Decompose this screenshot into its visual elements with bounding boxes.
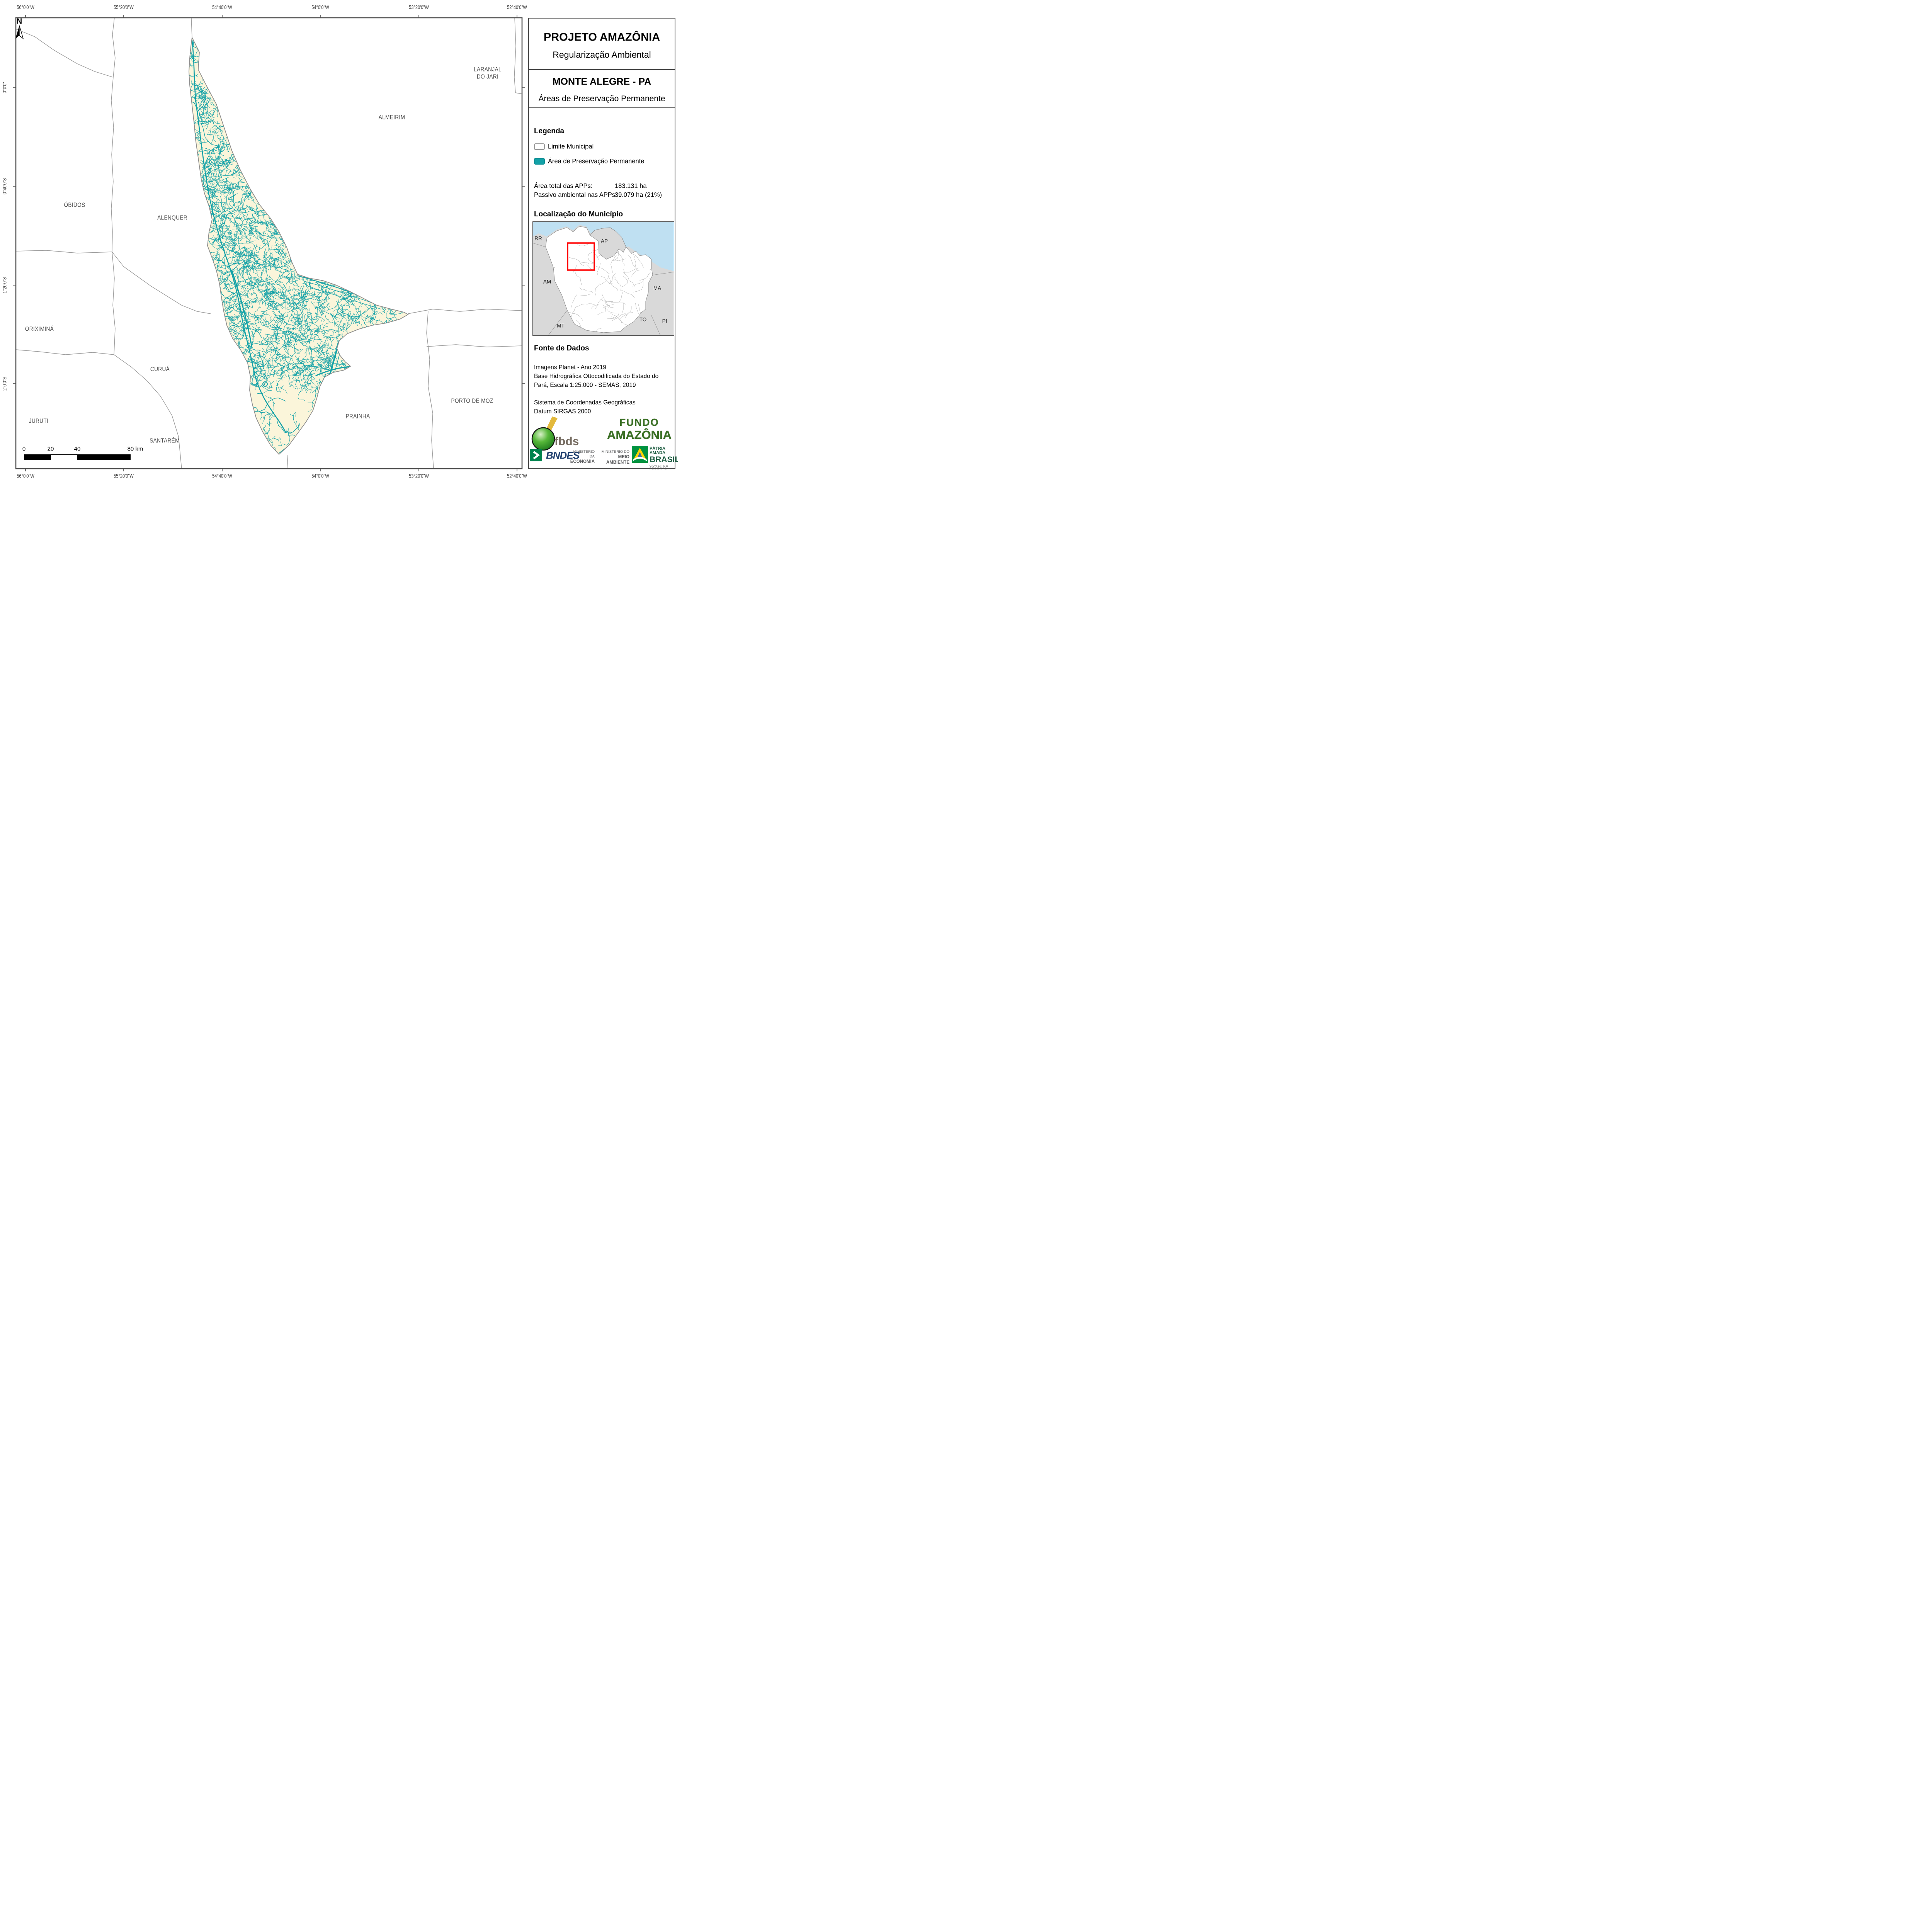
municipality-label: JURUTI bbox=[29, 418, 49, 425]
location-heading: Localização do Município bbox=[534, 210, 623, 218]
amapa-state-shape bbox=[590, 227, 626, 260]
data-source-heading: Fonte de Dados bbox=[534, 344, 589, 352]
fbds-logo-icon bbox=[531, 417, 558, 451]
x-axis-label: 56°0'0"W bbox=[17, 473, 34, 479]
source-line: Imagens Planet - Ano 2019 bbox=[534, 364, 606, 371]
x-axis-label: 54°40'0"W bbox=[212, 473, 232, 479]
separator bbox=[529, 107, 675, 108]
x-axis-label: 52°40'0"W bbox=[507, 473, 527, 479]
legend-label-app: Área de Preservação Permanente bbox=[548, 158, 645, 165]
patria-amada-text: PÁTRIA AMADA BRASIL GOVERNO FEDERAL bbox=[650, 446, 678, 471]
ministry-economy-logo: MINISTÉRIO DA ECONOMIA bbox=[570, 450, 595, 464]
app-liability-label: Passivo ambiental nas APPs: bbox=[534, 191, 617, 199]
info-panel: PROJETO AMAZÔNIA Regularização Ambiental… bbox=[528, 18, 678, 471]
app-total-value: 183.131 ha bbox=[615, 182, 647, 190]
scale-label-40: 40 bbox=[74, 445, 81, 452]
map-theme-title: Áreas de Preservação Permanente bbox=[538, 94, 665, 103]
scale-label-80km: 80 km bbox=[127, 445, 143, 452]
ministry-environment-logo: MINISTÉRIO DO MEIO AMBIENTE bbox=[601, 450, 629, 465]
scale-bar bbox=[24, 454, 131, 460]
scale-bar-segment bbox=[51, 455, 77, 460]
fundo-amazonia-line1: FUNDO bbox=[619, 417, 659, 428]
state-label-am: AM bbox=[543, 279, 551, 285]
separator bbox=[529, 69, 675, 70]
municipality-title: MONTE ALEGRE - PA bbox=[552, 76, 651, 87]
municipality-label: LARANJAL DO JARI bbox=[474, 66, 502, 80]
map-document: N 56°0'0"W 56°0'0"W 55°20'0"W 55°20'0"W 54°4… bbox=[0, 0, 678, 479]
x-axis-label: 55°20'0"W bbox=[114, 4, 134, 10]
app-drainage-network bbox=[189, 46, 408, 451]
map-frame bbox=[15, 17, 523, 469]
municipality-label: CURUÁ bbox=[150, 366, 170, 373]
state-label-to: TO bbox=[639, 316, 647, 323]
y-axis-label: 1°20'0"S bbox=[2, 277, 8, 294]
x-axis-label: 54°0'0"W bbox=[311, 473, 329, 479]
source-line: Pará, Escala 1:25.000 - SEMAS, 2019 bbox=[534, 382, 636, 389]
water-area bbox=[533, 222, 674, 271]
fundo-amazonia-logo: FUNDO AMAZÔNIA bbox=[607, 417, 672, 441]
municipal-mesh bbox=[546, 241, 653, 333]
x-axis-label: 53°20'0"W bbox=[409, 473, 429, 479]
municipal-boundaries bbox=[16, 18, 522, 469]
brasil-flag-icon bbox=[632, 446, 648, 463]
legend-heading: Legenda bbox=[534, 127, 565, 135]
state-label-rr: RR bbox=[534, 235, 542, 241]
app-total-label: Área total das APPs: bbox=[534, 182, 593, 190]
source-line: Datum SIRGAS 2000 bbox=[534, 408, 591, 415]
y-axis-label: 2°0'0"S bbox=[2, 376, 8, 391]
municipality-highlight-box bbox=[567, 242, 595, 271]
app-liability-value: 39.079 ha (21%) bbox=[615, 191, 662, 199]
municipality-label: PRAINHA bbox=[345, 413, 370, 420]
state-boundaries bbox=[533, 243, 674, 335]
x-axis-label: 52°40'0"W bbox=[507, 4, 527, 10]
fbds-logo-text: fbds bbox=[554, 435, 579, 448]
graticule-ticks bbox=[13, 15, 525, 471]
legend-swatch-municipal-limit bbox=[534, 143, 545, 150]
y-axis-label: 0°0'0" bbox=[2, 82, 8, 94]
municipality-label: ALMEIRIM bbox=[378, 114, 405, 121]
scale-bar-segment bbox=[24, 455, 51, 460]
x-axis-label: 55°20'0"W bbox=[114, 473, 134, 479]
state-label-pi: PI bbox=[662, 318, 667, 324]
y-axis-label: 0°40'0"S bbox=[2, 178, 8, 195]
x-axis-label: 54°0'0"W bbox=[311, 4, 329, 10]
x-axis-label: 56°0'0"W bbox=[17, 4, 34, 10]
bndes-logo-icon bbox=[530, 449, 542, 461]
locator-inset-map: RR AP AM MA TO PI MT bbox=[532, 221, 674, 336]
state-label-ap: AP bbox=[600, 238, 608, 244]
north-arrow-icon bbox=[15, 25, 24, 39]
monte-alegre-polygon bbox=[189, 37, 408, 454]
source-line: Sistema de Coordenadas Geográficas bbox=[534, 399, 636, 406]
scale-bar-segment bbox=[77, 455, 130, 460]
fundo-amazonia-line2: AMAZÔNIA bbox=[607, 428, 672, 442]
source-line: Base Hidrográfica Ottocodificada do Esta… bbox=[534, 373, 659, 380]
north-arrow-label: N bbox=[16, 17, 22, 26]
main-river bbox=[191, 40, 287, 434]
main-map-canvas bbox=[13, 15, 525, 471]
municipality-label: SANTARÉM bbox=[150, 437, 180, 444]
legend-swatch-app bbox=[534, 158, 545, 165]
state-label-ma: MA bbox=[653, 285, 662, 291]
state-label-mt: MT bbox=[557, 323, 565, 329]
municipality-label: ALENQUER bbox=[157, 214, 187, 221]
x-axis-label: 54°40'0"W bbox=[212, 4, 232, 10]
monte-alegre-outline bbox=[189, 36, 409, 455]
x-axis-label: 53°20'0"W bbox=[409, 4, 429, 10]
municipality-label: ORIXIMINÁ bbox=[25, 326, 54, 333]
municipality-label: ÓBIDOS bbox=[64, 202, 85, 209]
scale-label-0: 0 bbox=[22, 445, 26, 452]
project-title: PROJETO AMAZÔNIA bbox=[543, 31, 660, 44]
project-subtitle: Regularização Ambiental bbox=[553, 49, 651, 60]
legend-label-municipal-limit: Limite Municipal bbox=[548, 143, 594, 150]
scale-label-20: 20 bbox=[47, 445, 54, 452]
bndes-logo-text: BNDES bbox=[546, 449, 580, 461]
municipality-label: PORTO DE MOZ bbox=[451, 398, 493, 405]
river-lower-reach bbox=[231, 270, 253, 349]
